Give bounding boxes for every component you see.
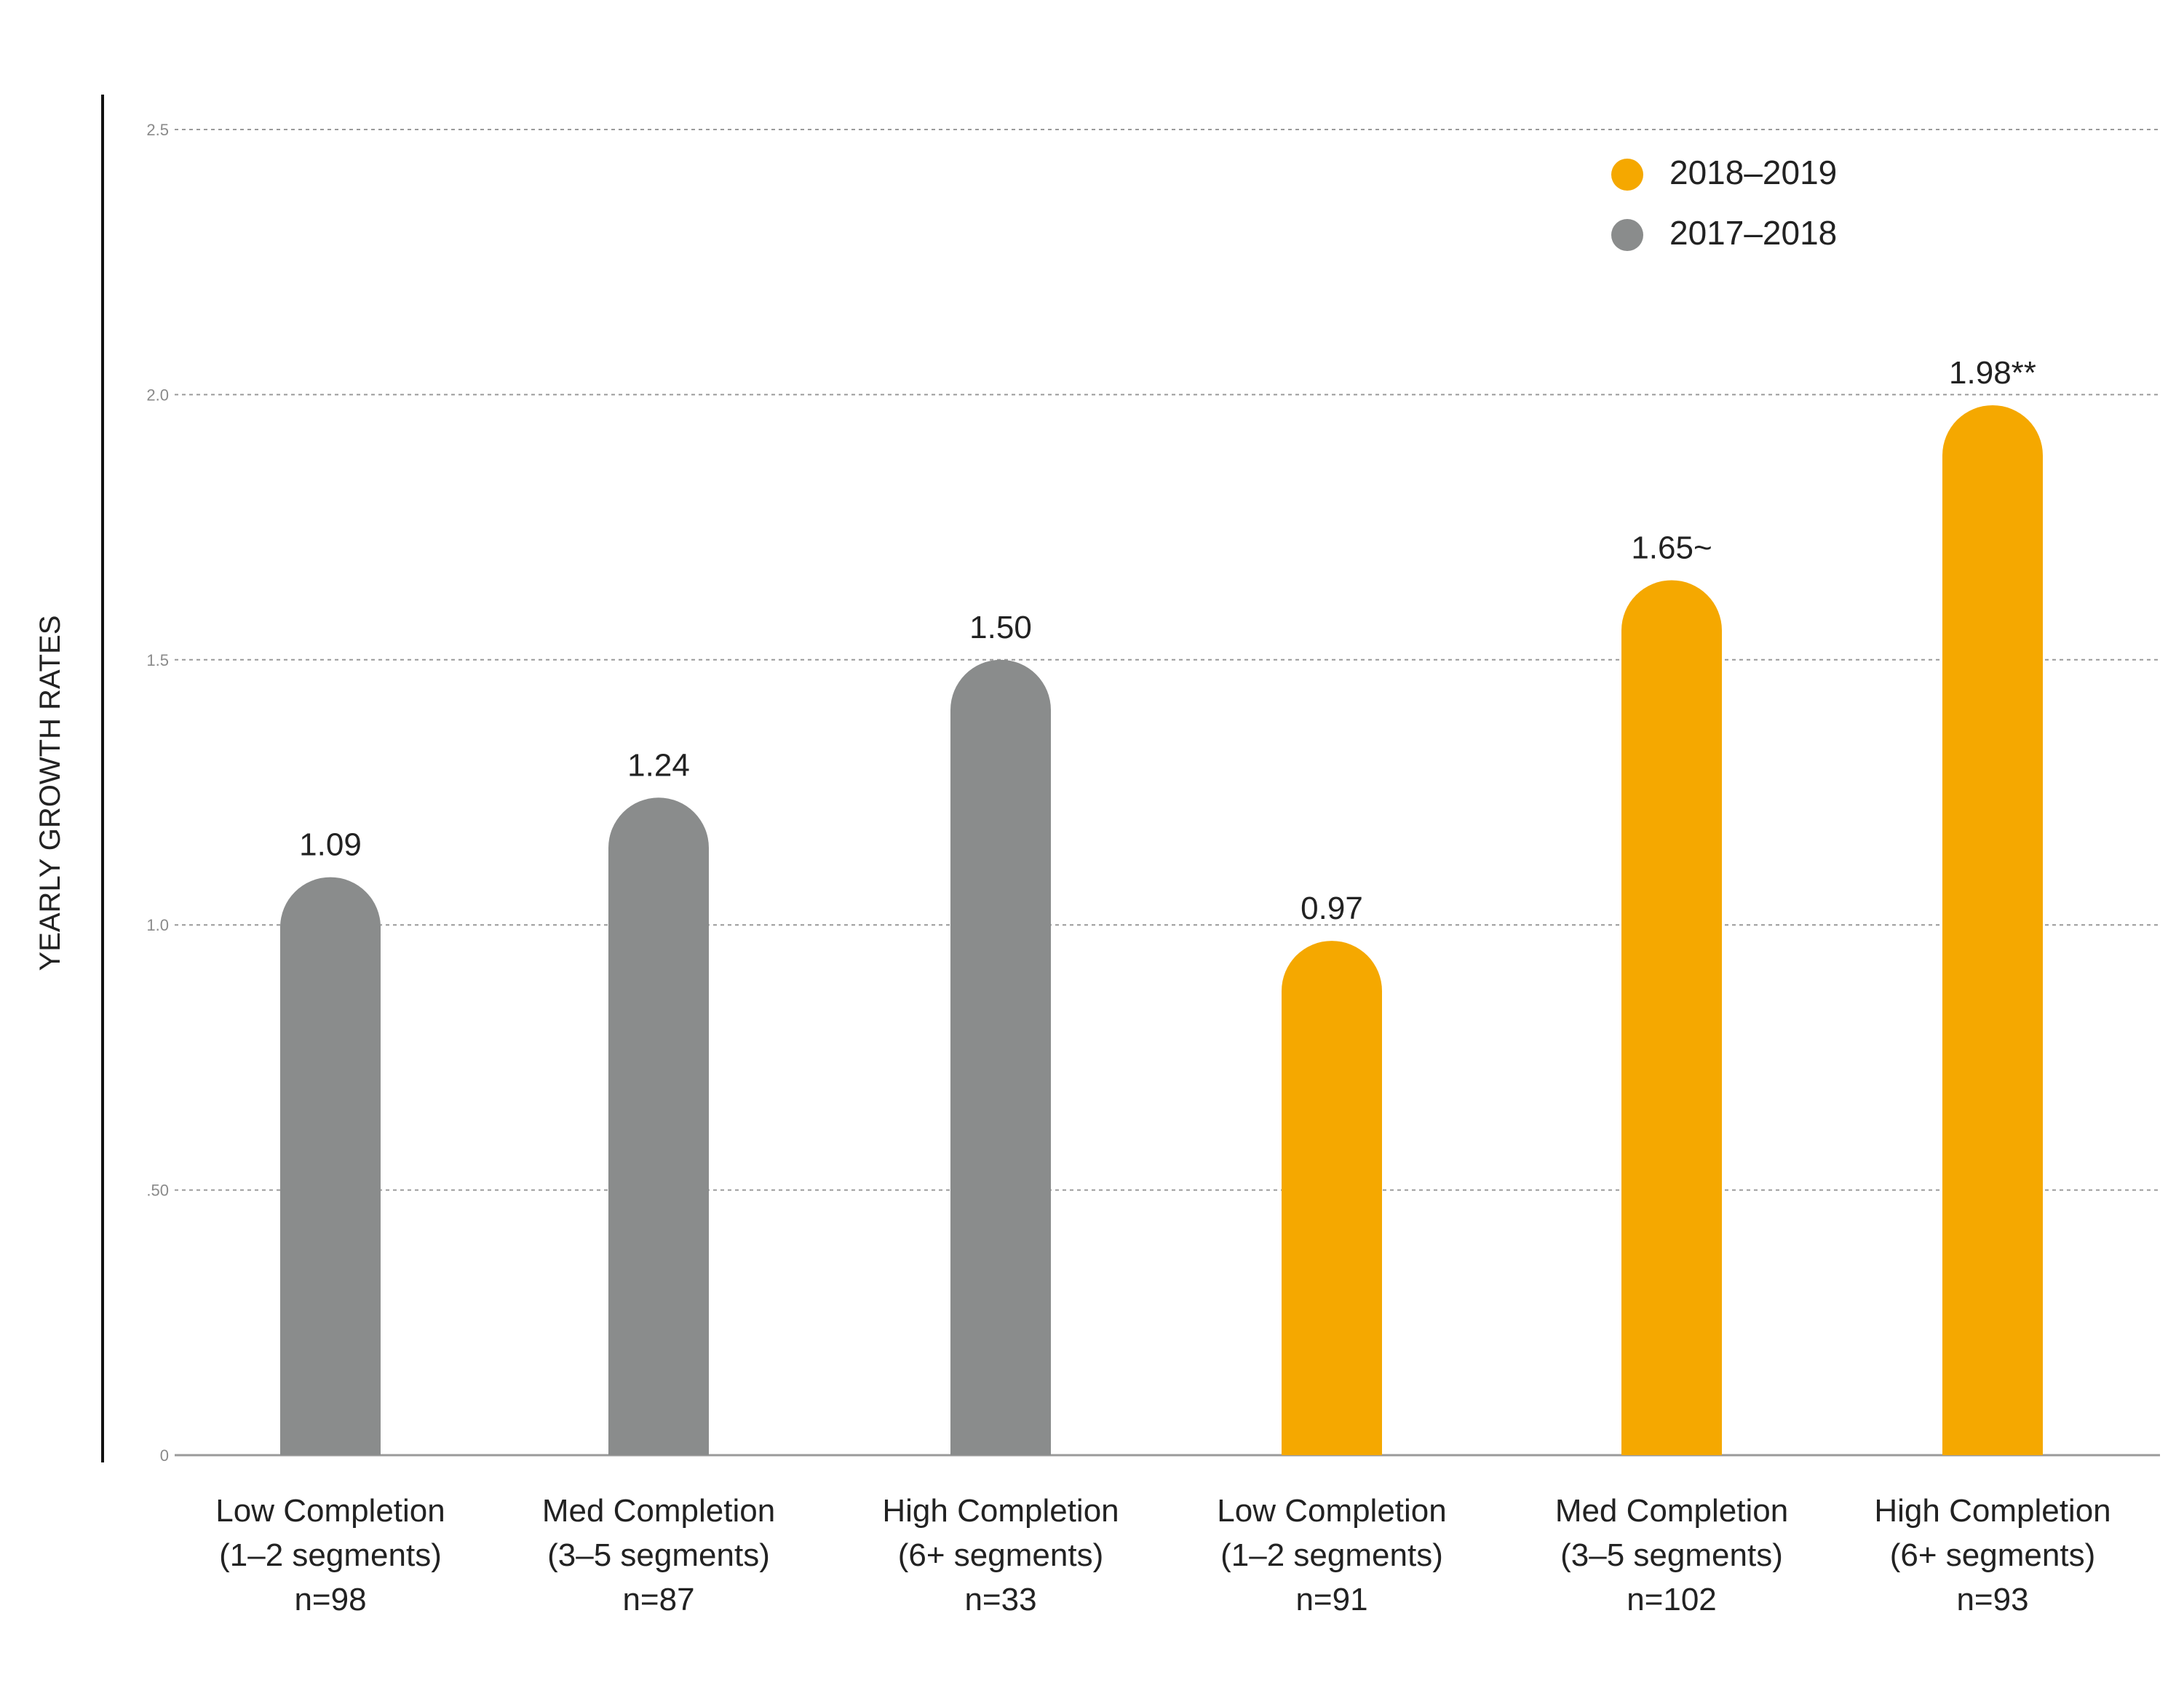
category-label-line3: n=91 <box>1295 1582 1367 1617</box>
y-tick-label: .50 <box>146 1182 169 1200</box>
gridlines <box>175 129 2160 1191</box>
legend: 2018–2019 2017–2018 <box>1611 154 1837 252</box>
category-label-line3: n=98 <box>294 1582 366 1617</box>
y-tick-labels: 0 .50 1.0 1.5 2.0 2.5 <box>146 121 169 1465</box>
y-tick-label: 2.0 <box>146 386 169 404</box>
y-tick-label: 0 <box>160 1446 169 1465</box>
y-tick-label: 1.0 <box>146 916 169 934</box>
bar <box>950 659 1051 1455</box>
bar-value-label: 1.24 <box>627 747 690 783</box>
category-label-line1: Low Completion <box>1217 1493 1447 1529</box>
y-axis-label: YEARLY GROWTH RATES <box>34 616 66 971</box>
bar-value-label: 1.98** <box>1949 355 2036 391</box>
category-label-line2: (3–5 segments) <box>547 1537 770 1573</box>
category-label-line1: Med Completion <box>542 1493 775 1529</box>
legend-marker-2017-2018 <box>1611 219 1643 251</box>
data-labels: 1.09 1.24 1.50 0.97 1.65~ 1.98** <box>299 355 2036 926</box>
bar <box>608 797 709 1455</box>
category-label-line2: (6+ segments) <box>1890 1537 2095 1573</box>
bar <box>1942 405 2043 1455</box>
category-label-line3: n=102 <box>1627 1582 1717 1617</box>
category-label-line2: (1–2 segments) <box>219 1537 442 1573</box>
legend-label-2017-2018: 2017–2018 <box>1669 214 1837 252</box>
bar-value-label: 0.97 <box>1301 891 1363 926</box>
category-label-line1: High Completion <box>882 1493 1119 1529</box>
bars <box>280 405 2043 1455</box>
category-label-line1: High Completion <box>1874 1493 2110 1529</box>
bar <box>280 877 381 1455</box>
category-label-line1: Med Completion <box>1555 1493 1788 1529</box>
bar-value-label: 1.65~ <box>1631 530 1712 565</box>
category-label-line1: Low Completion <box>215 1493 445 1529</box>
legend-label-2018-2019: 2018–2019 <box>1669 154 1837 191</box>
y-tick-label: 1.5 <box>146 651 169 669</box>
category-label-line2: (3–5 segments) <box>1560 1537 1783 1573</box>
bar <box>1282 941 1382 1455</box>
legend-marker-2018-2019 <box>1611 159 1643 191</box>
category-label-line3: n=33 <box>964 1582 1036 1617</box>
bar-value-label: 1.09 <box>299 827 362 863</box>
bar <box>1621 580 1722 1455</box>
category-label-line3: n=93 <box>1956 1582 2028 1617</box>
bar-value-label: 1.50 <box>969 610 1032 645</box>
category-label-line2: (6+ segments) <box>898 1537 1103 1573</box>
category-labels: Low Completion (1–2 segments) n=98 Med Comp… <box>215 1493 2110 1617</box>
category-label-line3: n=87 <box>622 1582 694 1617</box>
y-tick-label: 2.5 <box>146 121 169 139</box>
category-label-line2: (1–2 segments) <box>1220 1537 1443 1573</box>
